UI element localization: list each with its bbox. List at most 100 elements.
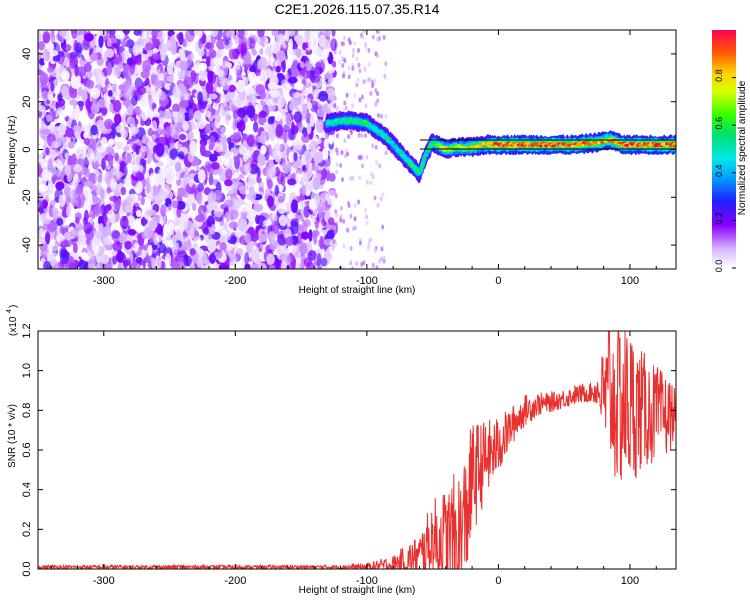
noise-speck	[277, 202, 288, 215]
noise-speck	[186, 56, 193, 66]
noise-speck	[141, 109, 149, 122]
noise-speck	[375, 160, 378, 166]
track-segment	[424, 153, 429, 157]
noise-speck	[229, 147, 239, 157]
noise-speck	[61, 44, 72, 52]
noise-speck	[360, 133, 364, 139]
noise-speck	[114, 113, 122, 125]
noise-speck	[82, 38, 90, 51]
noise-speck	[205, 49, 210, 57]
noise-speck	[68, 262, 77, 269]
noise-speck	[237, 218, 248, 232]
noise-speck	[227, 137, 232, 145]
noise-speck	[198, 251, 208, 264]
noise-speck	[56, 107, 64, 117]
noise-speck	[135, 171, 145, 182]
noise-speck	[365, 220, 369, 226]
noise-speck	[357, 62, 361, 68]
noise-speck	[299, 242, 308, 255]
noise-speck	[55, 168, 61, 178]
noise-speck	[249, 66, 257, 73]
noise-speck	[179, 99, 189, 109]
noise-speck	[122, 259, 131, 266]
noise-speck	[334, 193, 338, 199]
noise-speck	[246, 134, 255, 147]
noise-speck	[56, 217, 64, 227]
noise-speck	[289, 97, 298, 109]
noise-speck	[81, 251, 88, 261]
noise-speck	[81, 89, 88, 102]
noise-speck	[105, 204, 112, 211]
noise-speck	[115, 251, 126, 263]
noise-speck	[42, 31, 51, 44]
track-segment	[421, 162, 426, 166]
noise-speck	[64, 152, 69, 160]
noise-speck	[380, 246, 384, 252]
noise-speck	[188, 178, 194, 188]
noise-speck	[307, 37, 315, 50]
noise-speck	[301, 134, 310, 144]
noise-speck	[336, 106, 340, 112]
noise-speck	[194, 41, 200, 52]
noise-speck	[371, 34, 375, 40]
noise-speck	[297, 213, 304, 223]
noise-speck	[368, 62, 372, 67]
noise-speck	[151, 257, 156, 269]
noise-speck	[335, 162, 339, 168]
noise-speck	[281, 79, 287, 89]
noise-speck	[319, 192, 329, 202]
noise-speck	[70, 198, 79, 207]
noise-speck	[90, 103, 100, 114]
noise-speck	[325, 38, 331, 49]
noise-speck	[313, 231, 318, 245]
noise-speck	[38, 121, 42, 130]
noise-speck	[222, 77, 230, 91]
noise-speck	[151, 134, 157, 141]
noise-speck	[269, 231, 276, 244]
noise-speck	[132, 202, 140, 211]
noise-speck	[306, 102, 313, 110]
noise-speck	[334, 221, 338, 227]
noise-speck	[318, 34, 327, 48]
noise-speck	[164, 126, 172, 138]
noise-speck	[155, 234, 163, 243]
noise-speck	[171, 234, 177, 245]
noise-speck	[353, 41, 356, 46]
noise-speck	[376, 113, 380, 118]
noise-speck	[55, 181, 65, 191]
noise-speck	[248, 37, 256, 49]
noise-speck	[365, 154, 369, 160]
noise-speck	[213, 56, 221, 65]
noise-speck	[327, 78, 332, 88]
noise-speck	[357, 132, 361, 138]
noise-speck	[95, 262, 105, 269]
noise-speck	[366, 245, 370, 251]
noise-speck	[183, 220, 194, 234]
noise-speck	[311, 66, 316, 77]
noise-speck	[162, 223, 172, 237]
noise-speck	[352, 92, 356, 98]
noise-speck	[189, 248, 196, 256]
noise-speck	[209, 135, 215, 149]
noise-speck	[232, 131, 241, 140]
noise-speck	[245, 241, 253, 254]
noise-speck	[132, 150, 137, 162]
noise-speck	[92, 203, 101, 216]
noise-speck	[275, 33, 286, 46]
noise-speck	[202, 227, 210, 236]
noise-speck	[216, 69, 225, 77]
noise-speck	[336, 133, 339, 139]
noise-speck	[276, 170, 284, 185]
noise-speck	[303, 150, 313, 163]
noise-speck	[57, 123, 67, 136]
noise-speck	[151, 111, 160, 118]
noise-speck	[369, 180, 373, 186]
noise-speck	[305, 190, 311, 197]
noise-speck	[376, 91, 380, 97]
noise-speck	[277, 248, 284, 261]
noise-speck	[343, 138, 347, 144]
noise-speck	[112, 53, 123, 65]
noise-speck	[87, 196, 93, 206]
noise-speck	[333, 96, 337, 102]
noise-speck	[257, 234, 267, 243]
